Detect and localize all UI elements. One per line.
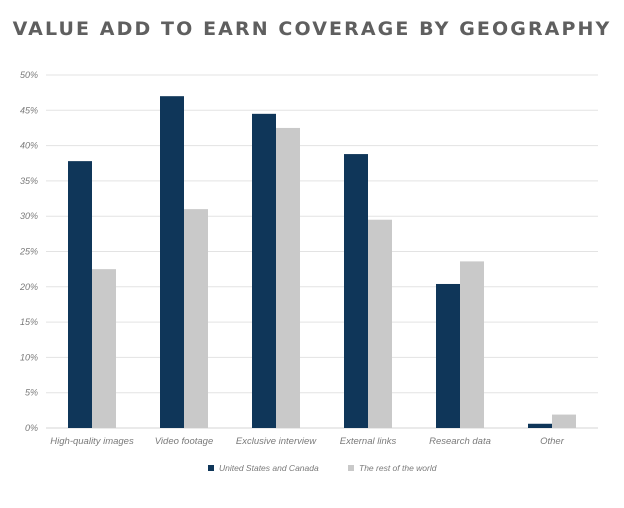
- y-tick-label: 45%: [20, 105, 38, 115]
- bar-us-canada: [344, 154, 368, 428]
- x-category-label: Exclusive interview: [236, 436, 317, 447]
- y-tick-label: 35%: [20, 176, 38, 186]
- legend: United States and Canada The rest of the …: [208, 463, 437, 473]
- bar-us-canada: [436, 283, 460, 428]
- x-category-label: Video footage: [155, 436, 213, 447]
- bar-us-canada: [252, 113, 276, 428]
- bars: [68, 96, 576, 429]
- y-tick-label: 30%: [20, 211, 38, 221]
- legend-label: United States and Canada: [219, 463, 319, 473]
- gridlines: [46, 74, 598, 429]
- y-tick-label: 50%: [20, 70, 38, 80]
- x-axis-category-labels: High-quality images Video footage Exclusiv…: [50, 436, 564, 447]
- bar-us-canada: [160, 96, 184, 429]
- y-axis-tick-labels: 0% 5% 10% 15% 20% 25% 30% 35% 40% 45% 50%: [19, 70, 38, 433]
- y-tick-label: 25%: [19, 247, 38, 257]
- y-tick-label: 15%: [20, 317, 38, 327]
- bar-rest-of-world: [276, 127, 300, 428]
- y-tick-label: 0%: [25, 423, 38, 433]
- bar-rest-of-world: [460, 261, 484, 428]
- bar-rest-of-world: [552, 414, 576, 428]
- x-category-label: Other: [540, 436, 565, 447]
- bar-us-canada: [68, 161, 92, 428]
- legend-swatch: [208, 465, 214, 471]
- legend-label: The rest of the world: [359, 463, 437, 473]
- legend-swatch: [348, 465, 354, 471]
- y-tick-label: 20%: [19, 282, 38, 292]
- y-tick-label: 5%: [25, 388, 38, 398]
- y-tick-label: 40%: [20, 141, 38, 151]
- y-tick-label: 10%: [20, 352, 38, 362]
- bar-us-canada: [528, 423, 552, 428]
- x-category-label: External links: [340, 436, 397, 447]
- bar-rest-of-world: [92, 269, 116, 428]
- chart-title: VALUE ADD TO EARN COVERAGE BY GEOGRAPHY: [12, 18, 612, 40]
- x-category-label: High-quality images: [50, 436, 134, 447]
- bar-rest-of-world: [184, 209, 208, 428]
- x-category-label: Research data: [429, 436, 491, 447]
- bar-rest-of-world: [368, 219, 392, 428]
